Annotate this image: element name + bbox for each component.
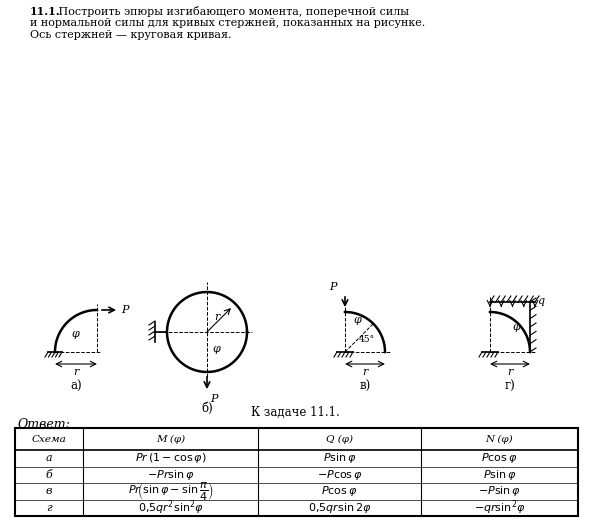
Text: r: r bbox=[214, 312, 219, 322]
Text: в: в bbox=[46, 486, 53, 496]
Text: в): в) bbox=[359, 380, 371, 393]
Text: r: r bbox=[362, 367, 368, 377]
Text: M (φ): M (φ) bbox=[156, 434, 185, 443]
Text: φ: φ bbox=[71, 329, 79, 339]
Text: $P\sin\varphi$: $P\sin\varphi$ bbox=[323, 451, 356, 465]
Text: $0{,}5qr^2\sin^2\!\varphi$: $0{,}5qr^2\sin^2\!\varphi$ bbox=[137, 498, 204, 517]
Text: $P\sin\varphi$: $P\sin\varphi$ bbox=[483, 468, 516, 482]
Text: N (φ): N (φ) bbox=[486, 434, 513, 443]
Text: г: г bbox=[46, 503, 52, 513]
Text: $0{,}5qr\sin 2\varphi$: $0{,}5qr\sin 2\varphi$ bbox=[308, 501, 371, 515]
Text: Схема: Схема bbox=[32, 434, 66, 443]
Text: Q (φ): Q (φ) bbox=[326, 434, 353, 443]
Text: Ось стержней — круговая кривая.: Ось стержней — круговая кривая. bbox=[30, 30, 231, 40]
Text: q: q bbox=[537, 296, 544, 306]
Text: г): г) bbox=[504, 380, 516, 393]
Text: Построить эпюры изгибающего момента, поперечной силы: Построить эпюры изгибающего момента, поп… bbox=[55, 6, 409, 17]
Text: r: r bbox=[73, 367, 78, 377]
Text: $-P\sin\varphi$: $-P\sin\varphi$ bbox=[478, 484, 521, 498]
Text: φ: φ bbox=[353, 315, 360, 325]
Text: $P\cos\varphi$: $P\cos\varphi$ bbox=[481, 451, 517, 465]
Text: 45°: 45° bbox=[359, 335, 375, 344]
Text: φ: φ bbox=[512, 322, 520, 332]
Text: а: а bbox=[45, 453, 53, 463]
Text: $-qr\sin^2\!\varphi$: $-qr\sin^2\!\varphi$ bbox=[474, 498, 525, 517]
Text: $Pr\!\left(\sin\varphi-\sin\dfrac{\pi}{4}\right)$: $Pr\!\left(\sin\varphi-\sin\dfrac{\pi}{4… bbox=[127, 481, 214, 502]
Text: Ответ:: Ответ: bbox=[18, 418, 71, 431]
Text: P: P bbox=[329, 282, 337, 292]
Bar bbox=[15, 428, 578, 516]
Text: $P\cos\varphi$: $P\cos\varphi$ bbox=[322, 484, 358, 498]
Text: К задаче 11.1.: К задаче 11.1. bbox=[251, 406, 339, 419]
Text: $-Pr\sin\varphi$: $-Pr\sin\varphi$ bbox=[147, 468, 194, 482]
Text: $-P\cos\varphi$: $-P\cos\varphi$ bbox=[317, 468, 362, 482]
Text: φ: φ bbox=[212, 344, 219, 354]
Text: б): б) bbox=[201, 402, 213, 415]
Text: r: r bbox=[507, 367, 513, 377]
Text: и нормальной силы для кривых стержней, показанных на рисунке.: и нормальной силы для кривых стержней, п… bbox=[30, 18, 425, 28]
Text: б: б bbox=[45, 470, 53, 480]
Text: P: P bbox=[121, 305, 129, 315]
Text: $Pr\,(1-\cos\varphi)$: $Pr\,(1-\cos\varphi)$ bbox=[135, 451, 206, 465]
Text: а): а) bbox=[70, 380, 82, 393]
Text: 11.1.: 11.1. bbox=[30, 6, 61, 17]
Text: P: P bbox=[210, 394, 218, 404]
